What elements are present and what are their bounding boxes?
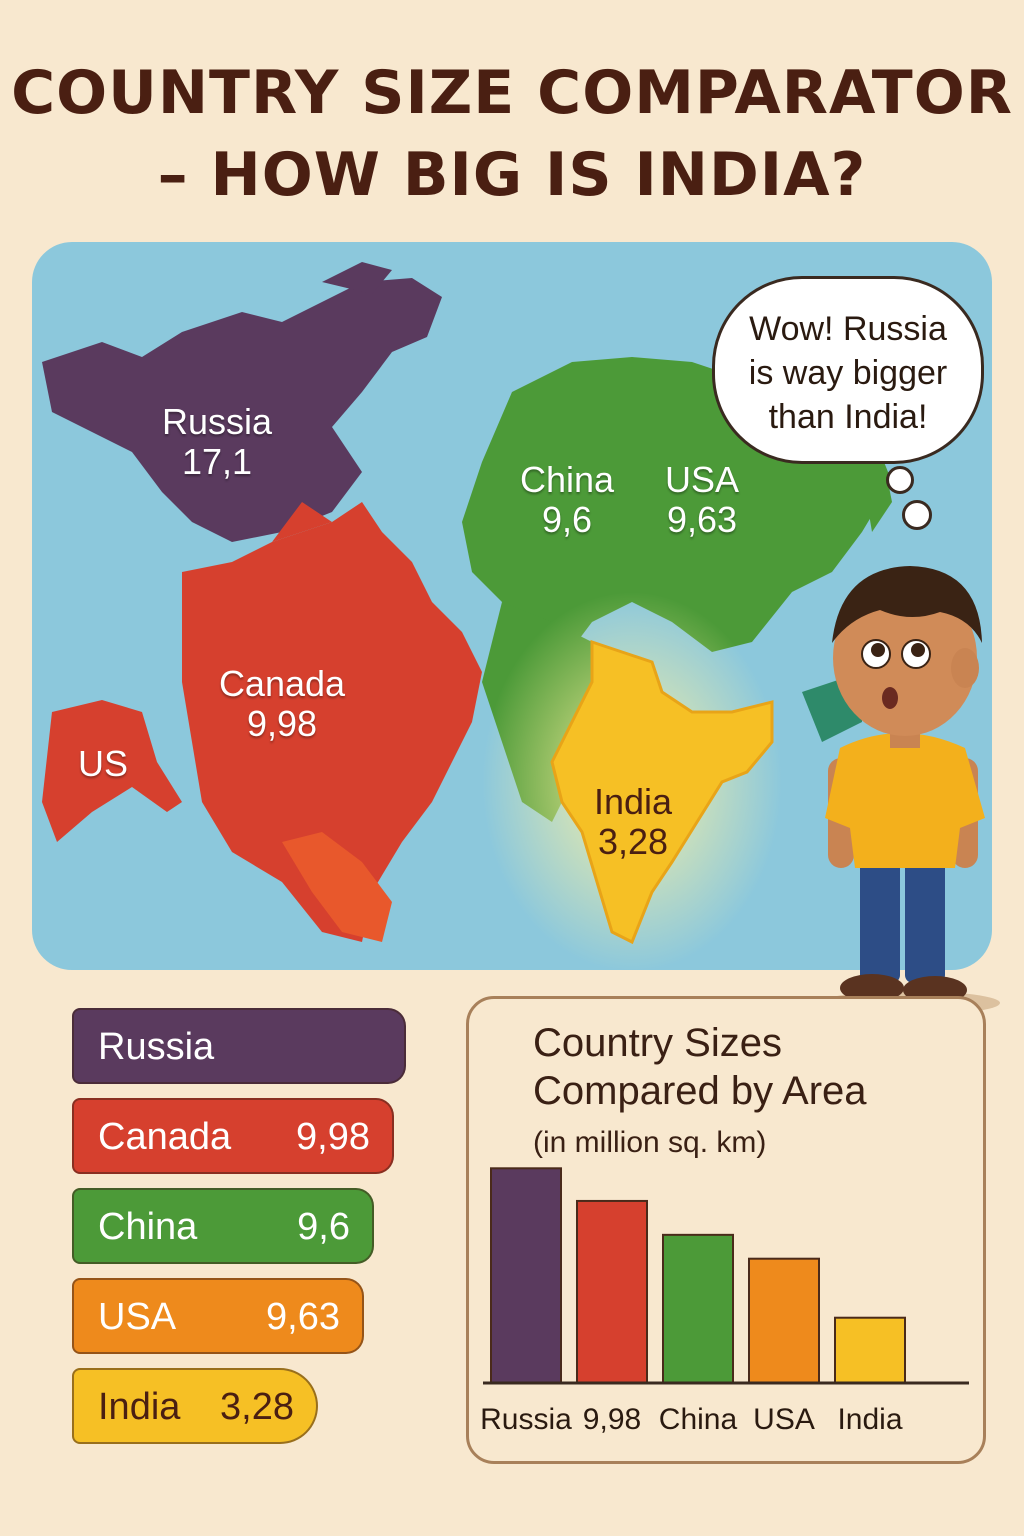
- map-label-us-name: US: [77, 743, 128, 784]
- map-label-canada-value: 9,98: [246, 703, 318, 744]
- map-label-china-value: 9,6: [541, 499, 593, 540]
- legend-usa-name: USA: [98, 1296, 177, 1338]
- x-tick-label-1: 9,98: [583, 1403, 641, 1436]
- legend-bar-canada: Canada 9,98: [72, 1098, 394, 1174]
- boy-left-leg: [860, 848, 900, 983]
- map-label-russia-value: 17,1: [181, 441, 253, 482]
- map-label-russia: Russia 17,1: [152, 402, 282, 482]
- legend-bar-russia: Russia: [72, 1008, 406, 1084]
- boy-ear: [951, 648, 979, 688]
- map-label-india-name: India: [593, 781, 673, 822]
- bar-1: [576, 1199, 648, 1384]
- chart-title-line-1: Country Sizes: [533, 1021, 782, 1065]
- map-label-russia-name: Russia: [161, 401, 273, 442]
- legend-bar-usa: USA 9,63: [72, 1278, 364, 1354]
- legend-canada-value: 9,98: [296, 1116, 370, 1158]
- japan-island: [862, 452, 892, 532]
- map-label-india-value: 3,28: [597, 821, 669, 862]
- x-tick-label-0: Russia: [480, 1403, 572, 1436]
- canada-landmass: [182, 502, 482, 942]
- map-label-canada-name: Canada: [218, 663, 346, 704]
- us-landmass: [42, 700, 182, 842]
- x-tick-label-4: India: [837, 1403, 902, 1436]
- legend-bar-india: India 3,28: [72, 1368, 318, 1444]
- bar-chart-panel: Country Sizes Compared by Area (in milli…: [466, 996, 986, 1464]
- speech-line-1: Wow! Russia: [749, 310, 947, 348]
- bar-0: [490, 1167, 562, 1384]
- map-label-india: India 3,28: [568, 782, 698, 862]
- speech-line-2: is way bigger: [748, 354, 948, 392]
- boy-right-leg: [905, 848, 945, 983]
- russia-island: [322, 262, 392, 294]
- boy-illustration: [820, 566, 1000, 1015]
- central-america: [282, 832, 392, 942]
- speech-bubble-tail-dot-2: [902, 500, 932, 530]
- legend-russia-name: Russia: [98, 1026, 215, 1068]
- boy-mouth: [882, 687, 898, 709]
- bar-3: [748, 1257, 820, 1385]
- russia-landmass: [42, 278, 442, 542]
- map-label-usa: USA 9,63: [642, 460, 762, 540]
- map-label-usa-name: USA: [664, 459, 740, 500]
- page-title-line-2: – HOW BIG IS INDIA?: [157, 140, 867, 210]
- legend-bar-china: China 9,6: [72, 1188, 374, 1264]
- map-label-china-name: China: [519, 459, 615, 500]
- canada-north: [272, 502, 332, 542]
- speech-bubble-tail-dot-1: [886, 466, 914, 494]
- legend-china-name: China: [98, 1206, 198, 1248]
- map-label-us: US: [68, 744, 138, 784]
- legend-usa-value: 9,63: [266, 1296, 340, 1338]
- speech-bubble: Wow! Russia is way bigger than India!: [712, 276, 984, 464]
- boy-left-shoe: [840, 974, 904, 1002]
- india-landmass: [550, 639, 774, 945]
- bar-4: [834, 1316, 906, 1385]
- legend-china-value: 9,6: [297, 1206, 350, 1248]
- map-label-canada: Canada 9,98: [202, 664, 362, 744]
- bar-chart: Russia 9,98 China USA India: [480, 1167, 969, 1436]
- page-title-line-1: COUNTRY SIZE COMPARATOR: [11, 58, 1013, 128]
- bar-2: [662, 1233, 734, 1384]
- legend-canada-name: Canada: [98, 1116, 232, 1158]
- map-label-china: China 9,6: [502, 460, 632, 540]
- x-tick-label-2: China: [659, 1403, 738, 1436]
- boy-left-pupil: [871, 643, 885, 657]
- legend-india-name: India: [98, 1386, 181, 1428]
- boy-hair: [832, 566, 982, 643]
- legend-india-value: 3,28: [220, 1386, 294, 1428]
- boy-shirt: [825, 733, 985, 868]
- boy-right-pupil: [911, 643, 925, 657]
- chart-subtitle: (in million sq. km): [533, 1126, 767, 1159]
- chart-title-line-2: Compared by Area: [533, 1069, 867, 1113]
- speech-line-3: than India!: [768, 398, 928, 436]
- x-tick-label-3: USA: [753, 1403, 815, 1436]
- map-label-usa-value: 9,63: [666, 499, 738, 540]
